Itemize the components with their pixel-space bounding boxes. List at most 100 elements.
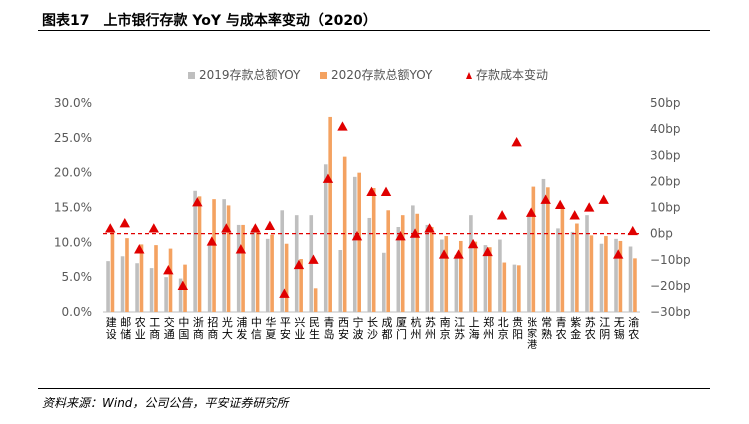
bar-2019 [135,263,139,312]
cost-change-marker [453,249,464,259]
cost-change-marker [496,210,508,220]
bar-2019 [614,238,618,312]
bar-2019 [106,261,110,312]
bar-2019 [338,249,343,312]
right-tick-label: −20bp [650,279,691,293]
right-tick-label: 20bp [650,174,681,188]
bar-2019 [599,243,604,312]
bar-2020 [560,208,565,312]
bar-2019 [178,278,183,312]
bar-2019 [193,190,197,312]
bar-2020 [415,213,420,312]
cost-change-marker [525,207,537,217]
legend-triangle-icon [466,72,472,79]
bar-2020 [313,288,318,312]
left-tick-label: 30.0% [54,96,92,110]
legend-item-2019: 2019存款总额YOY [188,66,300,83]
bar-2019 [483,245,488,312]
cost-change-marker [134,244,145,254]
figure-title: 图表17 上市银行存款 YoY 与成本率变动（2020） [42,13,377,29]
right-tick-label: 30bp [650,148,681,162]
category-label: 渝农 [628,315,639,341]
bar-2019 [207,244,212,312]
bar-2019 [570,231,575,312]
cost-change-marker [250,223,261,233]
category-label: 招商 [207,315,218,341]
bar-2020 [633,258,637,312]
bar-2020 [473,241,478,312]
bar-2020 [284,243,289,312]
category-label: 浦发 [236,316,247,341]
legend-swatch-2020 [320,72,327,79]
category-label: 建设 [106,315,117,341]
cost-change-marker [424,223,435,233]
cost-change-marker [192,197,203,207]
cost-change-marker [264,220,276,230]
legend-item-cost: 存款成本变动 [466,66,548,83]
bar-2020 [226,205,231,312]
left-tick-label: 25.0% [54,131,92,145]
bar-2020 [168,248,173,312]
category-label: 北京 [498,316,509,341]
cost-change-marker [584,202,595,212]
bar-2020 [110,232,115,312]
bar-2020 [400,215,405,312]
category-label: 平安 [280,316,291,341]
category-label: 江阴 [599,316,610,341]
cost-change-marker [554,199,566,210]
category-label: 华夏 [265,315,276,341]
cost-change-marker [105,223,116,233]
category-label: 郑州 [483,315,494,341]
bar-2020 [444,236,449,312]
right-tick-label: 40bp [650,122,681,136]
bar-2020 [212,199,216,312]
cost-change-marker [337,121,348,131]
bar-2019 [396,227,401,312]
bar-2020 [197,196,202,312]
left-tick-label: 5.0% [62,270,93,284]
right-tick-label: 10bp [650,201,681,215]
cost-change-marker [613,249,624,259]
category-label: 民生 [309,316,320,341]
cost-change-marker [438,249,450,259]
category-label: 西安 [338,316,349,341]
bar-2019 [222,199,226,312]
legend-label-2020: 2020存款总额YOY [331,68,433,82]
category-label: 中信 [251,316,262,341]
category-label: 青岛 [323,316,334,341]
category-label: 邮储 [120,316,131,341]
cost-change-marker [206,236,218,246]
cost-change-marker [467,238,479,249]
bar-2019 [382,252,386,312]
figure-title-bar: 图表17 上市银行存款 YoY 与成本率变动（2020） [38,8,710,31]
legend-item-2020: 2020存款总额YOY [320,66,432,83]
category-label: 苏农 [585,316,596,341]
bar-2019 [251,228,255,312]
bar-2020 [429,227,434,312]
cost-change-marker [279,288,290,298]
bar-2019 [149,268,154,312]
category-label: 工商 [149,316,160,341]
bar-2019 [411,205,415,312]
cost-change-marker [177,280,189,291]
right-tick-label: 0bp [650,227,673,241]
cost-change-marker [627,225,638,236]
right-tick-label: −30bp [650,305,691,319]
bar-2020 [241,224,245,312]
category-label: 成都 [382,316,393,341]
left-tick-label: 0.0% [62,305,93,319]
bar-2019 [367,217,372,312]
bar-2019 [556,228,560,312]
bar-2019 [440,239,444,312]
bar-2019 [352,176,357,312]
category-label: 交通 [164,315,175,341]
cost-change-marker [351,231,363,241]
bar-2020 [618,240,623,312]
bar-2019 [294,215,299,312]
category-label: 中国 [178,316,189,341]
cost-change-marker [322,173,334,183]
bar-2020 [575,223,579,312]
bar-2020 [371,187,376,312]
cost-change-marker [163,265,174,275]
